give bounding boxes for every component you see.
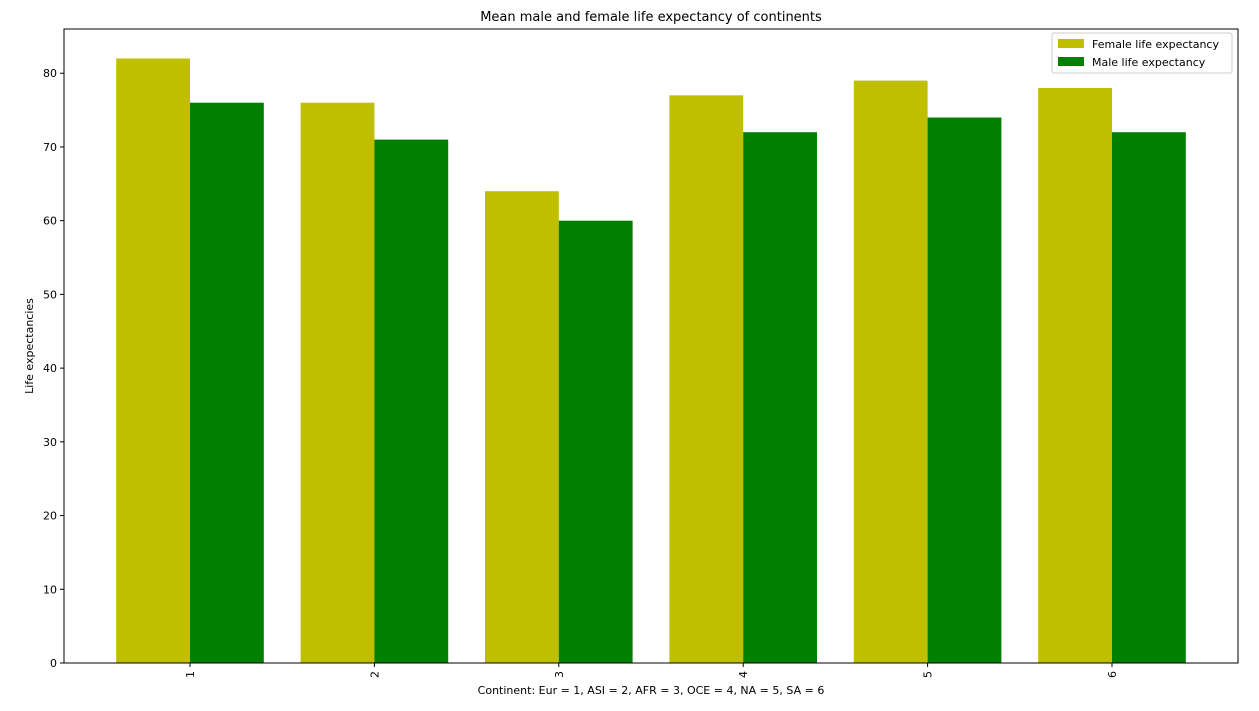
x-axis-label: Continent: Eur = 1, ASI = 2, AFR = 3, OC…	[478, 684, 825, 697]
bar-male-4	[743, 132, 817, 663]
bar-female-6	[1038, 88, 1112, 663]
bar-female-4	[669, 95, 744, 664]
x-tick-label: 3	[553, 671, 566, 678]
bars-group	[116, 58, 1186, 664]
y-tick-label: 60	[43, 215, 57, 228]
y-tick-label: 50	[43, 288, 57, 301]
chart-title: Mean male and female life expectancy of …	[480, 10, 822, 25]
bar-male-3	[558, 220, 633, 663]
y-tick-label: 20	[43, 510, 57, 523]
y-tick-label: 40	[43, 362, 57, 375]
bar-male-1	[190, 102, 264, 663]
x-tick-label: 4	[737, 671, 750, 678]
y-tick-label: 30	[43, 436, 57, 449]
plot-frame	[63, 28, 1239, 664]
legend: Female life expectancy Male life expecta…	[1051, 32, 1233, 74]
bar-female-5	[853, 80, 928, 664]
bar-female-2	[300, 102, 375, 663]
bar-female-3	[485, 191, 559, 663]
legend-frame	[1051, 32, 1233, 74]
legend-swatch-female	[1058, 39, 1084, 48]
y-tick-label: 70	[43, 141, 57, 154]
y-tick-label: 80	[43, 67, 57, 80]
y-axis-label: Life expectancies	[23, 298, 36, 394]
bar-female-1	[116, 58, 190, 663]
x-tick-label: 6	[1106, 671, 1119, 678]
x-tick-label: 2	[368, 671, 381, 678]
legend-label-female: Female life expectancy	[1092, 38, 1219, 51]
bar-male-2	[374, 139, 449, 664]
legend-label-male: Male life expectancy	[1092, 56, 1206, 69]
y-tick-label: 10	[43, 583, 57, 596]
y-tick-label: 0	[50, 657, 57, 670]
legend-swatch-male	[1058, 57, 1084, 66]
x-axis: 1 2 3 4 5 6	[184, 663, 1119, 678]
y-axis: 0 10 20 30 40 50 60 70 80	[43, 67, 64, 670]
x-tick-label: 1	[184, 671, 197, 678]
x-tick-label: 5	[922, 671, 935, 678]
bar-male-5	[927, 117, 1002, 663]
bar-male-6	[1112, 132, 1186, 663]
